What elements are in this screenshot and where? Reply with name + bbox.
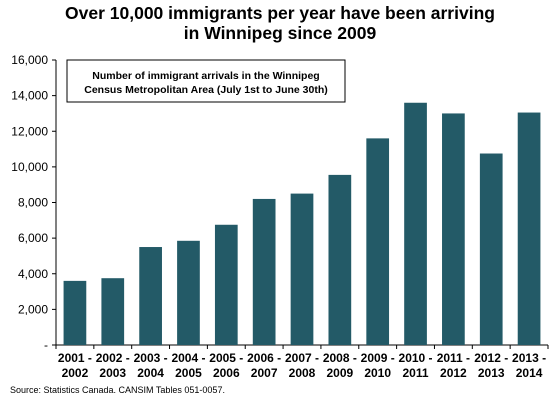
x-category-label: 2010 - <box>399 351 433 365</box>
bars <box>63 102 541 345</box>
x-category-label: 2008 <box>289 366 316 380</box>
y-tick-label: 10,000 <box>11 160 48 174</box>
bar <box>139 247 162 345</box>
bar <box>177 240 200 345</box>
x-category-label: 2009 - <box>361 351 395 365</box>
x-category-label: 2005 - <box>209 351 243 365</box>
y-tick-label: 4,000 <box>18 267 48 281</box>
y-tick-label: 16,000 <box>11 53 48 67</box>
source-note: Source: Statistics Canada. CANSIM Tables… <box>10 385 225 395</box>
x-category-label: 2010 <box>364 366 391 380</box>
x-category-label: 2011 - <box>437 351 470 365</box>
bar <box>290 193 314 345</box>
annotation-frame <box>66 59 346 103</box>
x-category-label: 2002 - <box>96 351 130 365</box>
y-tick-label: 6,000 <box>18 231 48 245</box>
x-category-label: 2004 - <box>171 351 205 365</box>
y-tick-label: - <box>44 338 48 352</box>
x-category-label: 2001 - <box>58 351 92 365</box>
x-category-label: 2003 <box>99 366 126 380</box>
x-category-label: 2004 <box>137 366 164 380</box>
x-category-label: 2006 <box>213 366 240 380</box>
chart-title-line-2: in Winnipeg since 2009 <box>183 23 377 43</box>
bar <box>517 112 541 345</box>
axes: - 2,000 4,000 6,000 8,000 10,000 12,000 14,000 1… <box>11 53 549 380</box>
x-category-label: 2012 - <box>474 351 508 365</box>
y-tick-label: 8,000 <box>18 196 48 210</box>
x-category-label: 2005 <box>175 366 202 380</box>
chart-title-line-1: Over 10,000 immigrants per year have bee… <box>65 3 495 23</box>
annotation-line-2: Census Metropolitan Area (July 1st to Ju… <box>84 84 328 96</box>
y-tick-label: 2,000 <box>18 302 48 316</box>
bar <box>328 174 352 345</box>
x-category-label: 2002 <box>62 366 89 380</box>
bar <box>442 113 465 345</box>
bar <box>63 280 87 345</box>
x-category-label: 2013 - <box>512 351 546 365</box>
x-category-label: 2009 <box>326 366 353 380</box>
bar <box>404 102 427 345</box>
x-category-label: 2011 <box>403 366 429 380</box>
x-category-label: 2007 - <box>285 351 319 365</box>
x-category-label: 2012 <box>440 366 467 380</box>
y-tick-label: 12,000 <box>11 124 48 138</box>
y-tick-label: 14,000 <box>11 89 48 103</box>
x-category-label: 2013 <box>478 366 505 380</box>
annotation-box: Number of immigrant arrivals in the Winn… <box>66 59 346 103</box>
x-category-label: 2003 - <box>134 351 168 365</box>
chart-title: Over 10,000 immigrants per year have bee… <box>40 3 520 43</box>
bar <box>252 198 276 345</box>
annotation-line-1: Number of immigrant arrivals in the Winn… <box>92 70 319 82</box>
x-category-label: 2006 - <box>247 351 281 365</box>
bar <box>214 224 238 345</box>
x-category-label: 2014 <box>516 366 543 380</box>
bar <box>366 138 390 345</box>
bar <box>101 278 125 345</box>
x-category-label: 2008 - <box>323 351 357 365</box>
x-category-label: 2007 <box>251 366 278 380</box>
bar <box>479 153 503 345</box>
